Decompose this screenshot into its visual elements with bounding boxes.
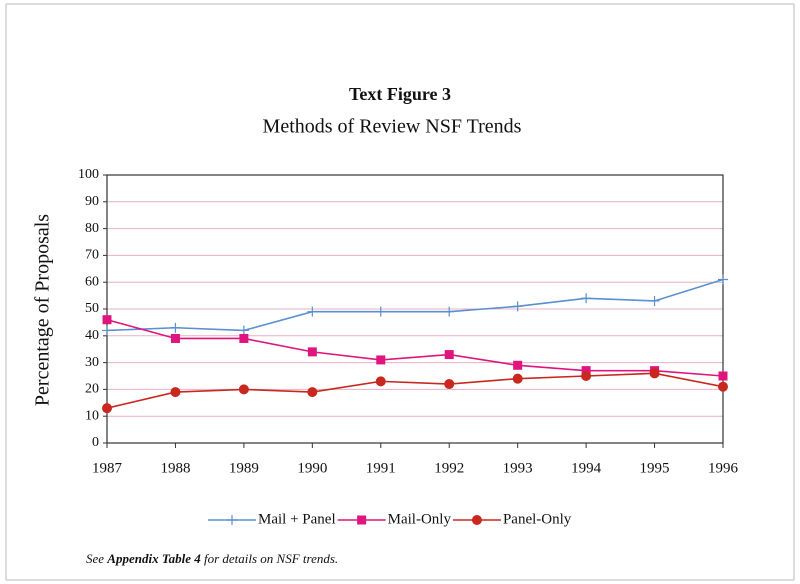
legend-label: Panel-Only [503,511,572,527]
data-point [649,295,660,306]
data-point [375,306,386,317]
data-point [170,333,180,343]
data-point [512,301,523,312]
data-point [649,368,660,379]
data-point [512,373,523,384]
data-point [444,350,454,360]
legend-marker [357,515,367,525]
data-point [239,333,249,343]
x-tick-label: 1992 [434,460,464,476]
data-point [238,384,249,395]
data-point [170,387,181,398]
x-tick-label: 1993 [503,460,533,476]
chart-subtitle: Methods of Review NSF Trends [263,116,522,138]
data-point [718,381,728,392]
series-line [106,278,724,332]
data-point [102,315,112,325]
legend-label: Mail + Panel [258,511,336,527]
x-tick-label: 1988 [160,460,190,476]
data-point [444,379,455,390]
legend-marker [471,515,482,525]
footnote: See Appendix Table 4 for details on NSF … [86,551,338,566]
y-tick-label: 70 [85,248,99,263]
y-tick-label: 50 [85,301,99,316]
data-point [581,293,592,304]
x-tick-label: 1996 [708,460,739,476]
plot-frame [106,174,724,444]
y-axis-label: Percentage of Proposals [32,214,54,406]
y-tick-label: 40 [85,328,99,343]
legend-marker [227,515,237,525]
frame [5,3,795,581]
data-point [375,376,386,387]
x-tick-label: 1989 [229,460,259,476]
series-line [106,372,724,409]
x-tick-label: 1987 [92,460,123,476]
data-point [376,355,386,365]
legend-label: Mail-Only [388,511,452,527]
footnote-text: See [86,551,107,566]
y-tick-label: 20 [85,382,99,397]
data-point [581,371,592,381]
x-tick-label: 1995 [640,460,670,476]
data-point [444,306,455,317]
y-tick-label: 30 [85,355,99,370]
footnote-ref: Appendix Table 4 [106,551,201,566]
x-tick-label: 1991 [366,460,396,476]
data-point [718,371,728,381]
data-point [307,347,317,357]
footnote-text: for details on NSF trends. [201,551,338,566]
y-tick-label: 90 [85,194,99,209]
data-point [513,360,523,370]
y-tick-label: 100 [78,167,99,182]
x-tick-label: 1994 [571,460,602,476]
y-tick-label: 80 [85,221,99,236]
data-point [718,274,728,285]
data-point [102,403,112,414]
y-tick-label: 60 [85,274,99,289]
y-tick-label: 10 [85,408,99,423]
chart-title: Text Figure 3 [349,84,451,104]
x-tick-label: 1990 [297,460,327,476]
data-point [307,306,318,317]
data-point [170,322,181,333]
y-tick-label: 0 [92,435,99,450]
data-point [238,325,249,336]
data-point [307,387,318,398]
data-point [102,325,112,336]
series-line [106,318,724,377]
